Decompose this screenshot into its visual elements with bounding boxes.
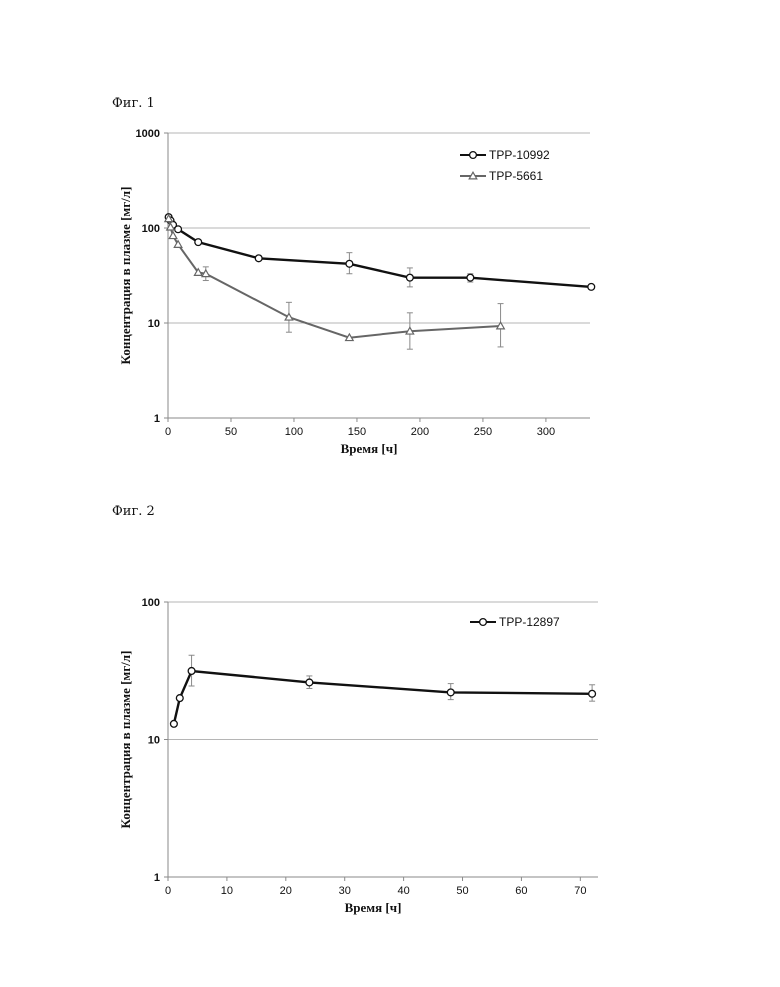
x-tick-label: 20 [280, 885, 292, 897]
data-point [170, 720, 177, 727]
legend-label: TPP-12897 [499, 615, 560, 629]
x-tick-label: 50 [456, 885, 468, 897]
x-tick-label: 30 [339, 885, 351, 897]
x-tick-label: 60 [515, 885, 527, 897]
chart-2: 1 10 100 0 10 20 30 40 50 60 70 Время [ч] Концентрац… [0, 0, 780, 987]
x-tick-label: 40 [397, 885, 409, 897]
y-tick-label: 100 [142, 597, 160, 609]
y-tick-label: 10 [148, 735, 160, 747]
x-tick-label: 0 [165, 885, 171, 897]
x-tick-label: 70 [574, 885, 586, 897]
x-axis-title: Время [ч] [345, 900, 402, 915]
data-point [447, 689, 454, 696]
data-point [589, 690, 596, 697]
y-axis-title: Концентрация в плазме [мг/л] [118, 651, 133, 829]
data-point [188, 668, 195, 675]
y-tick-label: 1 [154, 872, 160, 884]
x-tick-label: 10 [221, 885, 233, 897]
data-point [176, 695, 183, 702]
series-line-tpp-12897 [174, 671, 592, 724]
legend-marker [480, 619, 487, 626]
data-point [306, 679, 313, 686]
